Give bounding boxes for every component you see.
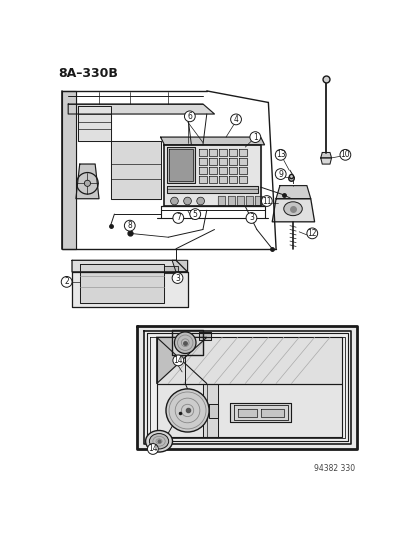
Polygon shape — [209, 176, 216, 183]
Polygon shape — [228, 149, 236, 156]
Text: 4: 4 — [233, 115, 238, 124]
Polygon shape — [137, 326, 356, 449]
Polygon shape — [72, 272, 187, 306]
Text: 3: 3 — [248, 213, 253, 222]
Polygon shape — [157, 384, 341, 438]
Circle shape — [275, 149, 285, 160]
Text: 3: 3 — [175, 273, 180, 282]
Polygon shape — [272, 199, 314, 222]
Ellipse shape — [145, 431, 172, 452]
Polygon shape — [172, 329, 202, 355]
Ellipse shape — [283, 202, 301, 216]
Polygon shape — [199, 158, 206, 165]
Circle shape — [124, 220, 135, 231]
Polygon shape — [202, 384, 218, 438]
Polygon shape — [199, 176, 206, 183]
Circle shape — [230, 114, 241, 125]
Circle shape — [275, 168, 285, 180]
Circle shape — [174, 332, 195, 353]
Polygon shape — [239, 167, 246, 174]
Text: 11: 11 — [261, 197, 271, 206]
Polygon shape — [209, 149, 216, 156]
Circle shape — [190, 209, 200, 220]
Polygon shape — [229, 403, 291, 422]
Polygon shape — [157, 337, 206, 384]
Polygon shape — [228, 176, 236, 183]
Polygon shape — [239, 149, 246, 156]
Polygon shape — [209, 405, 218, 418]
Polygon shape — [320, 152, 331, 158]
Circle shape — [183, 197, 191, 205]
Polygon shape — [76, 164, 99, 199]
Circle shape — [173, 355, 183, 366]
Circle shape — [184, 111, 195, 122]
Circle shape — [61, 277, 72, 287]
Polygon shape — [228, 167, 236, 174]
Circle shape — [172, 273, 183, 284]
Circle shape — [173, 213, 183, 223]
Text: 7: 7 — [176, 213, 180, 222]
Text: 94382 330: 94382 330 — [313, 464, 354, 473]
Polygon shape — [166, 185, 258, 193]
Polygon shape — [164, 145, 260, 206]
Text: 1: 1 — [252, 133, 257, 142]
Circle shape — [170, 197, 178, 205]
Polygon shape — [209, 167, 216, 174]
Text: 2: 2 — [64, 277, 69, 286]
Circle shape — [306, 228, 317, 239]
Polygon shape — [110, 141, 160, 199]
Polygon shape — [239, 176, 246, 183]
Text: 9: 9 — [278, 169, 282, 179]
Polygon shape — [72, 260, 187, 272]
Polygon shape — [199, 167, 206, 174]
Text: 10: 10 — [340, 150, 349, 159]
Polygon shape — [209, 158, 216, 165]
Polygon shape — [227, 196, 234, 205]
Ellipse shape — [149, 433, 168, 449]
Circle shape — [196, 197, 204, 205]
Polygon shape — [255, 196, 261, 205]
Polygon shape — [80, 264, 164, 303]
Text: 14: 14 — [148, 445, 157, 454]
Polygon shape — [237, 409, 256, 417]
Polygon shape — [157, 337, 341, 384]
Text: 6: 6 — [187, 112, 192, 121]
Circle shape — [261, 196, 272, 206]
Polygon shape — [218, 196, 225, 205]
Polygon shape — [218, 167, 226, 174]
Polygon shape — [62, 91, 76, 249]
Polygon shape — [172, 260, 187, 272]
Polygon shape — [68, 104, 214, 114]
Polygon shape — [228, 158, 236, 165]
Polygon shape — [199, 149, 206, 156]
Circle shape — [166, 389, 209, 432]
Polygon shape — [143, 331, 350, 443]
Text: 12: 12 — [307, 229, 316, 238]
Polygon shape — [78, 106, 110, 141]
Text: 8A–330B: 8A–330B — [58, 68, 118, 80]
Circle shape — [245, 213, 256, 223]
Polygon shape — [218, 158, 226, 165]
Text: 14: 14 — [173, 356, 183, 365]
Polygon shape — [164, 265, 177, 273]
Polygon shape — [169, 149, 192, 181]
Polygon shape — [245, 196, 252, 205]
Polygon shape — [236, 196, 243, 205]
Polygon shape — [218, 176, 226, 183]
Circle shape — [249, 132, 260, 142]
Polygon shape — [260, 409, 283, 417]
Polygon shape — [160, 137, 264, 145]
Text: 13: 13 — [275, 150, 285, 159]
Polygon shape — [320, 158, 331, 164]
Polygon shape — [166, 147, 195, 183]
Circle shape — [147, 443, 158, 454]
Polygon shape — [218, 149, 226, 156]
Text: 8: 8 — [127, 221, 132, 230]
Text: 5: 5 — [192, 209, 197, 219]
Polygon shape — [239, 158, 246, 165]
Circle shape — [339, 149, 350, 160]
Polygon shape — [275, 185, 310, 199]
Polygon shape — [199, 332, 210, 340]
Circle shape — [84, 180, 90, 187]
